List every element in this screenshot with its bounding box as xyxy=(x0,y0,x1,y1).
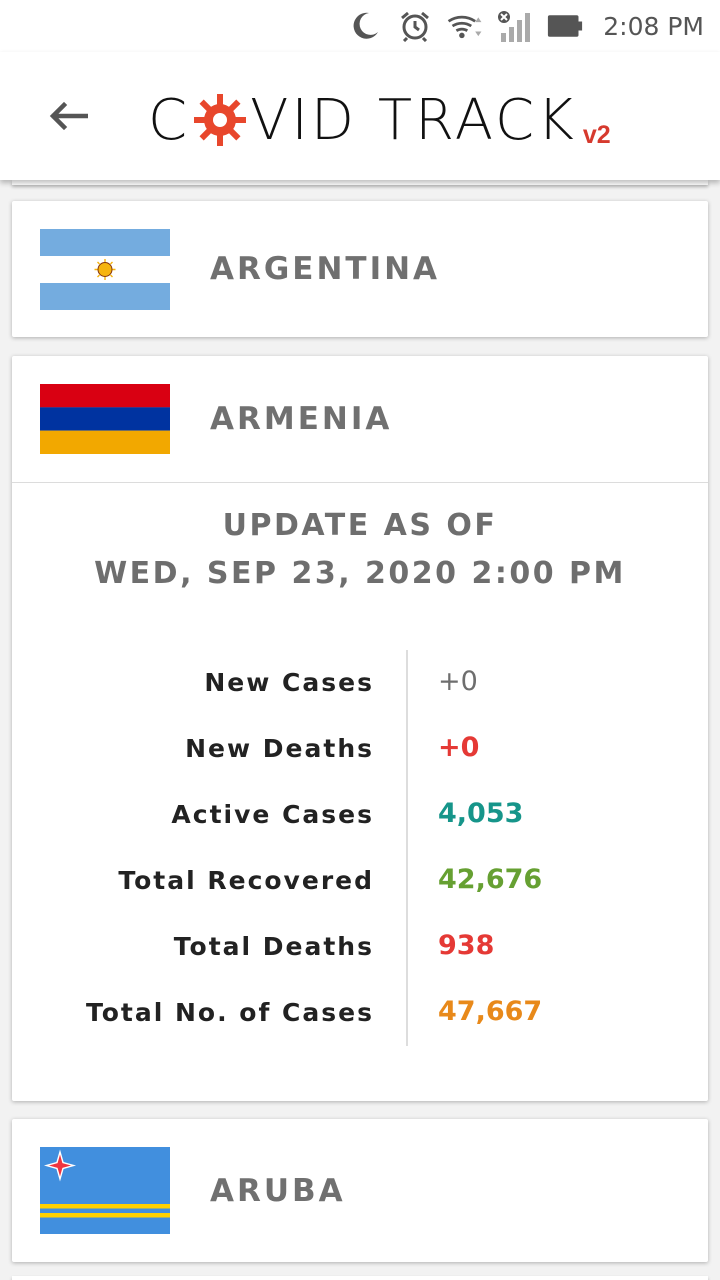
logo-text-end: VID TRACK xyxy=(250,87,577,153)
arrow-left-icon xyxy=(49,101,88,131)
country-card-header[interactable]: ARUBA xyxy=(12,1119,708,1262)
armenia-flag xyxy=(40,384,170,454)
virus-icon xyxy=(194,94,247,146)
stats-divider xyxy=(406,650,408,1046)
stat-value: +0 xyxy=(438,732,480,763)
stat-label: Total Deaths xyxy=(173,932,374,961)
country-name: ARMENIA xyxy=(210,401,393,437)
stat-value: 42,676 xyxy=(438,864,543,895)
country-card-argentina[interactable]: ARGENTINA xyxy=(12,201,708,337)
stat-label: Active Cases xyxy=(171,800,374,829)
country-card-aruba[interactable]: ARUBA xyxy=(12,1119,708,1262)
update-date: WED, SEP 23, 2020 2:00 PM xyxy=(94,556,626,591)
country-card-header[interactable]: ARMENIA xyxy=(12,356,708,482)
app-logo: C VID TRACK xyxy=(148,70,611,170)
status-time: 2:08 PM xyxy=(603,11,704,41)
app-header: C VID TRACK xyxy=(0,52,720,180)
cellular-signal-icon xyxy=(497,8,533,44)
next-card-edge xyxy=(12,1276,708,1280)
country-card-header[interactable]: ARGENTINA xyxy=(12,201,708,337)
stat-value: 938 xyxy=(438,930,495,961)
update-as-of-label: UPDATE AS OF xyxy=(222,508,498,543)
stat-value: 4,053 xyxy=(438,798,524,829)
status-bar: 2:08 PM xyxy=(0,0,720,52)
stat-label: New Deaths xyxy=(185,734,374,763)
stat-label: New Cases xyxy=(204,668,374,697)
country-list[interactable]: ARGENTINA ARMENIA UPDATE AS OF WED, SEP … xyxy=(0,180,720,1280)
stat-label: Total Recovered xyxy=(118,866,374,895)
previous-card-edge xyxy=(12,180,708,185)
country-name: ARUBA xyxy=(210,1172,346,1209)
alarm-icon xyxy=(397,8,433,44)
card-divider xyxy=(12,482,708,483)
wifi-icon xyxy=(447,8,483,44)
argentina-flag xyxy=(40,229,170,310)
country-name: ARGENTINA xyxy=(210,251,441,287)
battery-icon xyxy=(547,8,583,44)
moon-icon xyxy=(347,8,383,44)
aruba-flag xyxy=(40,1147,170,1234)
country-card-armenia[interactable]: ARMENIA UPDATE AS OF WED, SEP 23, 2020 2… xyxy=(12,356,708,1101)
back-button[interactable] xyxy=(40,92,96,140)
stat-label: Total No. of Cases xyxy=(86,998,374,1027)
stat-value: +0 xyxy=(438,666,478,697)
logo-version: v2 xyxy=(582,120,611,149)
stat-value: 47,667 xyxy=(438,996,543,1027)
logo-text-start: C xyxy=(148,87,191,153)
